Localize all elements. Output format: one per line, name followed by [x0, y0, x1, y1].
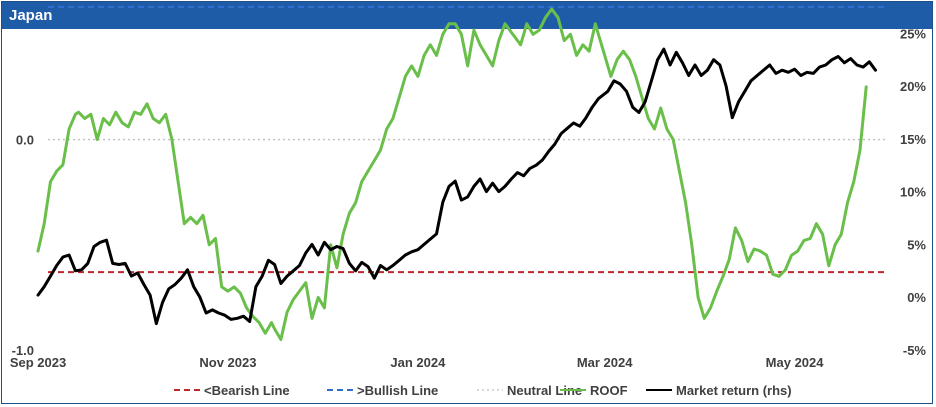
- series-line-roof: [36, 7, 868, 341]
- right-tick-label: 0%: [907, 290, 926, 305]
- reference-lines: [48, 5, 886, 274]
- right-tick-label: 20%: [900, 79, 926, 94]
- legend: <Bearish Line >Bullish Line Neutral Line RO…: [174, 383, 792, 398]
- right-tick-label: 5%: [907, 237, 926, 252]
- left-tick-label: 0.0: [16, 133, 34, 148]
- legend-label: Neutral Line: [507, 383, 582, 398]
- x-tick-label: Nov 2023: [199, 355, 256, 370]
- x-tick-label: Sep 2023: [10, 355, 66, 370]
- right-axis-ticks: 25% 20% 15% 10% 5% 0% -5%: [900, 26, 926, 358]
- x-tick-label: May 2024: [766, 355, 825, 370]
- right-tick-label: 10%: [900, 185, 926, 200]
- x-axis-ticks: Sep 2023 Nov 2023 Jan 2024 Mar 2024 May 2024: [10, 355, 824, 370]
- x-tick-label: Jan 2024: [390, 355, 446, 370]
- right-tick-label: -5%: [903, 343, 927, 358]
- x-tick-label: Mar 2024: [577, 355, 633, 370]
- legend-label: <Bearish Line: [204, 383, 290, 398]
- right-tick-label: 15%: [900, 132, 926, 147]
- chart-title: Japan: [9, 7, 53, 24]
- legend-label: Market return (rhs): [676, 383, 792, 398]
- legend-label: ROOF: [590, 383, 628, 398]
- legend-label: >Bullish Line: [357, 383, 438, 398]
- title-bar: Japan: [2, 2, 932, 29]
- right-tick-label: 25%: [900, 26, 926, 41]
- left-tick-label: -1.0: [12, 343, 34, 358]
- series-lines: [36, 7, 877, 341]
- series-line-market-return: [36, 47, 877, 326]
- left-axis-ticks: 0.0 -1.0: [12, 133, 34, 358]
